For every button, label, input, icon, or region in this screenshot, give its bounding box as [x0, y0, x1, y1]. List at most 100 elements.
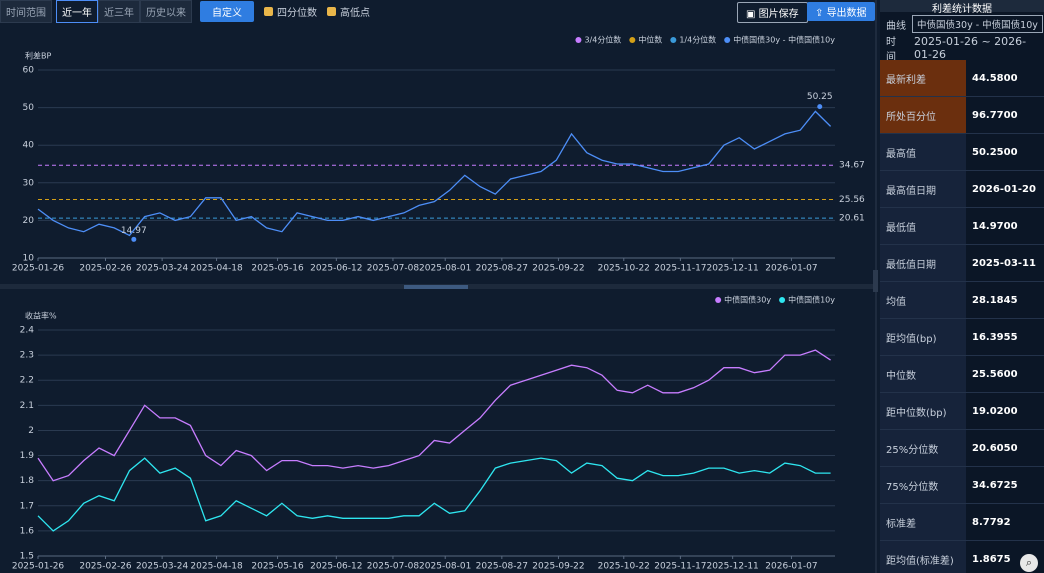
- range-option[interactable]: 近一年: [56, 0, 98, 23]
- save-button[interactable]: ▣ 图片保存: [737, 2, 808, 23]
- x-tick-label: 2025-11-17: [654, 562, 706, 572]
- y-tick-label: 1.9: [20, 451, 35, 461]
- x-tick-label: 2026-01-07: [765, 264, 817, 274]
- series-line: [37, 349, 831, 482]
- stat-value: 25.5600: [972, 368, 1018, 380]
- stat-label: 最高值: [880, 134, 966, 170]
- stat-label: 距均值(bp): [880, 319, 966, 355]
- x-tick-label: 2025-08-27: [476, 562, 528, 572]
- y-tick-label: 30: [23, 178, 35, 188]
- x-tick-label: 2025-02-26: [79, 264, 132, 274]
- y-tick-label: 2: [28, 426, 34, 436]
- reference-label: 25.56: [839, 195, 865, 205]
- x-tick-label: 2025-12-11: [706, 562, 758, 572]
- x-tick-label: 2025-09-22: [532, 264, 584, 274]
- stat-label: 最低值日期: [880, 245, 966, 281]
- stat-label: 25%分位数: [880, 430, 966, 466]
- reference-label: 34.67: [839, 161, 865, 171]
- stat-label: 距中位数(bp): [880, 393, 966, 429]
- legend-marker: [670, 37, 677, 43]
- x-tick-label: 2025-06-12: [310, 562, 362, 572]
- stat-value: 2025-03-11: [972, 257, 1036, 269]
- stat-label: 所处百分位: [880, 97, 966, 133]
- splitter-handle[interactable]: [404, 285, 468, 289]
- stats-row: 75%分位数 34.6725: [880, 467, 1044, 504]
- x-tick-label: 2025-11-17: [654, 264, 706, 274]
- x-tick-label: 2025-01-26: [12, 562, 65, 572]
- legend-label: 1/4分位数: [679, 35, 716, 45]
- curve-select[interactable]: 中债国债30y - 中债国债10y: [912, 15, 1043, 33]
- range-option[interactable]: 近三年: [98, 0, 140, 23]
- stats-row: 最低值 14.9700: [880, 208, 1044, 245]
- stats-row: 中位数 25.5600: [880, 356, 1044, 393]
- checkbox[interactable]: 高低点: [327, 4, 370, 19]
- custom-button[interactable]: 自定义: [200, 0, 254, 22]
- legend: 3/4分位数 中位数 1/4分位数 中债国债30y - 中债国债10y: [575, 35, 835, 45]
- y-tick-label: 2.4: [20, 326, 35, 336]
- y-tick-label: 50: [23, 103, 35, 113]
- y-tick-label: 2.2: [20, 376, 34, 386]
- search-button[interactable]: ⌕: [1020, 554, 1038, 572]
- y-tick-label: 40: [23, 141, 35, 151]
- checkbox-label: 高低点: [340, 7, 370, 19]
- legend: 中债国债30y 中债国债10y: [715, 295, 835, 305]
- stats-row: 距中位数(bp) 19.0200: [880, 393, 1044, 430]
- series-line: [37, 110, 832, 237]
- legend-label: 中债国债30y - 中债国债10y: [733, 35, 835, 45]
- stats-row: 25%分位数 20.6050: [880, 430, 1044, 467]
- x-tick-label: 2025-05-16: [251, 562, 304, 572]
- stat-label: 最低值: [880, 208, 966, 244]
- stats-row: 最高值日期 2026-01-20: [880, 171, 1044, 208]
- y-tick-label: 1.8: [20, 476, 35, 486]
- stat-value: 20.6050: [972, 442, 1018, 454]
- export-button[interactable]: ⇪ 导出数据: [807, 2, 875, 21]
- time-value: 2025-01-26 ~ 2026-01-26: [914, 35, 1027, 61]
- stats-row: 均值 28.1845: [880, 282, 1044, 319]
- y-tick-label: 60: [23, 66, 35, 76]
- stat-value: 44.5800: [972, 72, 1018, 84]
- stats-row: 距均值(标准差) 1.8675: [880, 541, 1044, 573]
- chart-area: 利差BP 10 20 30 40 50 60 2025-01-26 2025-02-26 2025…: [0, 0, 878, 573]
- legend-label: 中债国债10y: [788, 295, 835, 305]
- y-tick-label: 2.1: [20, 401, 34, 411]
- legend-marker: [724, 37, 731, 43]
- legend-marker: [715, 297, 722, 303]
- legend-label: 中位数: [638, 35, 662, 45]
- stat-value: 16.3955: [972, 331, 1018, 343]
- export-label: 导出数据: [826, 8, 867, 19]
- stat-label: 距均值(标准差): [880, 541, 966, 573]
- stat-label: 75%分位数: [880, 467, 966, 503]
- checkbox[interactable]: 四分位数: [264, 4, 317, 19]
- x-tick-label: 2025-10-22: [598, 562, 650, 572]
- curve-row: 曲线 中债国债30y - 中债国债10y: [880, 12, 1044, 36]
- panel-title: 利差统计数据: [880, 0, 1044, 15]
- stat-value: 2026-01-20: [972, 183, 1036, 195]
- legend-marker: [575, 37, 582, 43]
- reference-label: 20.61: [839, 214, 865, 224]
- time-row: 时间 2025-01-26 ~ 2026-01-26: [880, 35, 1044, 63]
- collapse-tab[interactable]: [873, 270, 878, 292]
- x-tick-label: 2025-07-08: [367, 562, 420, 572]
- stat-value: 28.1845: [972, 294, 1018, 306]
- stats-row: 最高值 50.2500: [880, 134, 1044, 171]
- extreme-label: 14.97: [121, 226, 147, 236]
- x-tick-label: 2025-05-16: [251, 264, 304, 274]
- stat-value: 34.6725: [972, 479, 1018, 491]
- stat-label: 最新利差: [880, 60, 966, 96]
- x-tick-label: 2025-08-01: [419, 264, 471, 274]
- x-tick-label: 2025-10-22: [598, 264, 650, 274]
- y-axis-label: 利差BP: [25, 51, 51, 61]
- x-tick-label: 2025-07-08: [367, 264, 420, 274]
- stat-value: 19.0200: [972, 405, 1018, 417]
- stat-value: 8.7792: [972, 516, 1011, 528]
- series-line: [37, 457, 831, 532]
- checkbox-label: 四分位数: [277, 7, 317, 19]
- range-option[interactable]: 历史以来: [140, 0, 192, 23]
- stat-label: 均值: [880, 282, 966, 318]
- stats-row: 最新利差 44.5800: [880, 60, 1044, 97]
- stat-value: 1.8675: [972, 553, 1011, 565]
- extreme-point: [131, 236, 137, 242]
- y-tick-label: 20: [23, 216, 35, 226]
- legend-label: 中债国债30y: [724, 295, 771, 305]
